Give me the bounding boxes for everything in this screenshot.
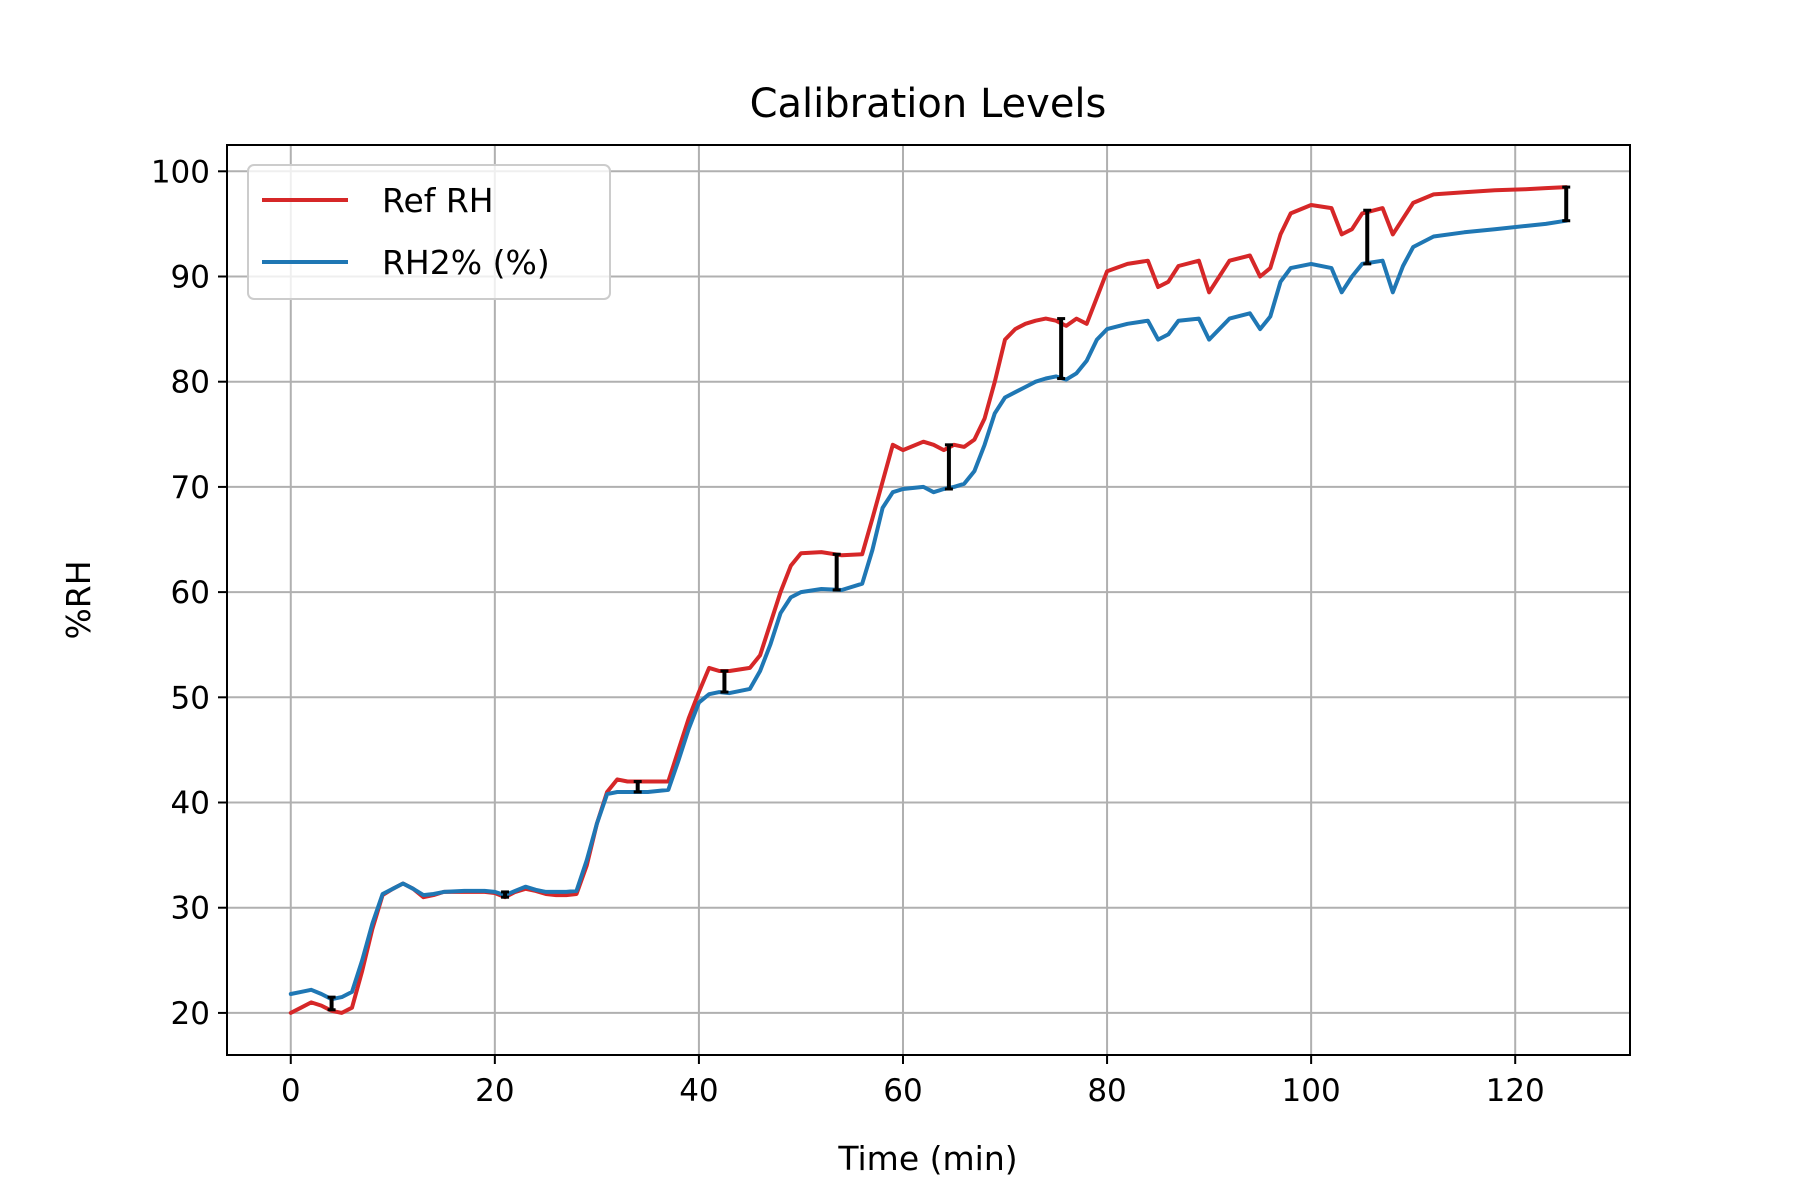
y-tick-label: 80	[171, 365, 210, 401]
difference-marker	[1363, 208, 1372, 266]
y-tick-label: 100	[151, 154, 210, 190]
x-tick-label: 60	[883, 1073, 922, 1109]
difference-marker	[327, 995, 336, 1012]
x-axis-ticks: 0 20 40 60 80 100 120	[281, 1055, 1545, 1109]
y-tick-label: 90	[171, 260, 210, 296]
legend: Ref RH RH2% (%)	[247, 164, 611, 300]
difference-marker	[720, 669, 729, 694]
x-tick-label: 120	[1486, 1073, 1545, 1109]
difference-marker	[944, 443, 953, 491]
x-tick-label: 20	[475, 1073, 514, 1109]
difference-markers	[327, 185, 1571, 1012]
x-tick-label: 80	[1087, 1073, 1126, 1109]
y-tick-label: 30	[171, 891, 210, 927]
difference-marker	[501, 890, 510, 899]
y-tick-label: 50	[171, 680, 210, 716]
difference-marker	[633, 779, 642, 794]
grid	[227, 145, 1630, 1055]
difference-marker	[1562, 185, 1571, 223]
series-rh2-line	[288, 218, 1569, 1002]
x-axis-label: Time (min)	[837, 1139, 1017, 1178]
x-tick-label: 100	[1282, 1073, 1341, 1109]
legend-label-rh2: RH2% (%)	[382, 243, 550, 282]
legend-label-ref-rh: Ref RH	[382, 181, 494, 220]
chart-title: Calibration Levels	[750, 81, 1107, 127]
x-tick-label: 0	[281, 1073, 301, 1109]
difference-marker	[832, 552, 841, 592]
y-tick-label: 60	[171, 575, 210, 611]
series-layer	[288, 185, 1569, 1015]
y-tick-label: 20	[171, 996, 210, 1032]
y-axis-label: %RH	[59, 560, 98, 639]
y-tick-label: 70	[171, 470, 210, 506]
plot-frame	[226, 144, 1631, 1056]
difference-marker	[1057, 317, 1066, 381]
y-axis-ticks: 20 30 40 50 60 70 80 90 100	[151, 154, 227, 1032]
y-tick-label: 40	[171, 786, 210, 822]
x-tick-label: 40	[679, 1073, 718, 1109]
